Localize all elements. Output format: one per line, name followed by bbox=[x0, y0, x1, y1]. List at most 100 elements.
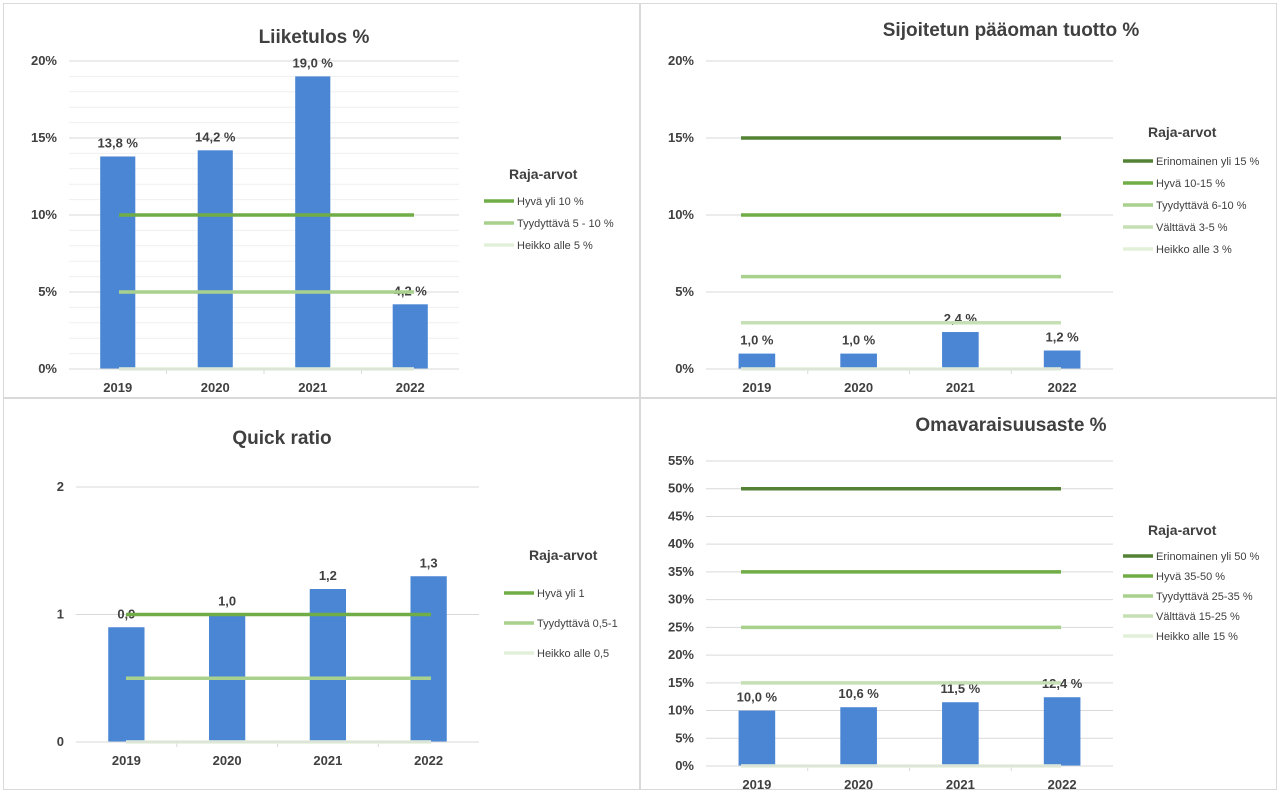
bar bbox=[840, 353, 877, 369]
legend-label: Tyydyttävä 6-10 % bbox=[1156, 200, 1247, 212]
y-tick-label: 10% bbox=[668, 207, 694, 222]
x-tick-label: 2022 bbox=[1048, 380, 1077, 395]
y-tick-label: 40% bbox=[668, 536, 694, 551]
legend-label: Hyvä 10-15 % bbox=[1156, 178, 1225, 190]
chart-title: Liiketulos % bbox=[259, 27, 370, 48]
chart-svg: Omavaraisuusaste % 0% 5% 10% 15% 20% 25% 30% 35%… bbox=[668, 415, 1260, 792]
legend-label: Välttävä 15-25 % bbox=[1156, 611, 1240, 623]
x-tick-label: 2019 bbox=[103, 380, 132, 395]
chart-svg: Quick ratio0120,920191,020201,220211,320… bbox=[57, 428, 618, 768]
y-tick-label: 1 bbox=[57, 607, 64, 622]
x-tick-label: 2022 bbox=[1048, 777, 1077, 792]
legend-label: Heikko alle 3 % bbox=[1156, 244, 1232, 256]
bar bbox=[197, 150, 233, 369]
data-label: 1,0 bbox=[218, 594, 236, 609]
x-tick-label: 2020 bbox=[201, 380, 230, 395]
x-tick-label: 2020 bbox=[213, 753, 242, 768]
y-tick-label: 0% bbox=[38, 361, 57, 376]
data-label: 14,2 % bbox=[195, 129, 236, 144]
legend-label: Erinomainen yli 50 % bbox=[1156, 551, 1260, 563]
y-tick-label: 5% bbox=[675, 730, 694, 745]
legend-label: Tyydyttävä 5 - 10 % bbox=[517, 218, 614, 230]
x-tick-label: 2021 bbox=[946, 380, 975, 395]
bar bbox=[840, 707, 877, 766]
y-tick-label: 5% bbox=[38, 284, 57, 299]
bar bbox=[295, 76, 331, 370]
data-label: 1,3 bbox=[420, 555, 438, 570]
y-tick-label: 35% bbox=[668, 564, 694, 579]
x-tick-label: 2021 bbox=[298, 380, 327, 395]
y-tick-label: 20% bbox=[668, 53, 694, 68]
bar bbox=[100, 156, 136, 369]
y-tick-label: 45% bbox=[668, 508, 694, 523]
data-label: 10,6 % bbox=[838, 686, 879, 701]
data-label: 1,0 % bbox=[740, 333, 774, 348]
legend-label: Erinomainen yli 15 % bbox=[1156, 156, 1260, 168]
y-tick-label: 30% bbox=[668, 592, 694, 607]
x-tick-label: 2020 bbox=[844, 777, 873, 792]
bar bbox=[942, 332, 979, 369]
legend-title: Raja-arvot bbox=[529, 547, 598, 563]
y-tick-label: 0 bbox=[57, 734, 64, 749]
legend-label: Heikko alle 0,5 bbox=[537, 648, 609, 660]
bar bbox=[410, 576, 447, 742]
y-tick-label: 0% bbox=[675, 361, 694, 376]
bar bbox=[738, 710, 776, 766]
chart-panel-quick-ratio: Quick ratio0120,920191,020201,220211,320… bbox=[3, 398, 640, 790]
chart-svg: Sijoitetun pääoman tuotto % 0% 5% 10% 15% 20%… bbox=[668, 20, 1260, 395]
legend-title: Raja-arvot bbox=[1148, 124, 1217, 140]
data-label: 11,5 % bbox=[940, 681, 980, 696]
y-tick-label: 2 bbox=[57, 479, 64, 494]
legend-title: Raja-arvot bbox=[509, 166, 578, 182]
x-tick-label: 2019 bbox=[742, 380, 771, 395]
y-tick-label: 10% bbox=[668, 703, 694, 718]
bar bbox=[738, 353, 776, 369]
x-tick-label: 2022 bbox=[396, 380, 425, 395]
y-tick-label: 5% bbox=[675, 284, 694, 299]
y-tick-label: 15% bbox=[668, 130, 694, 145]
legend-label: Hyvä yli 1 bbox=[537, 588, 585, 600]
data-label: 13,8 % bbox=[98, 135, 139, 150]
x-tick-label: 2021 bbox=[946, 777, 975, 792]
bar bbox=[392, 304, 428, 369]
bar bbox=[309, 589, 347, 742]
legend-title: Raja-arvot bbox=[1148, 522, 1217, 538]
y-tick-label: 0% bbox=[675, 758, 694, 773]
chart-title: Sijoitetun pääoman tuotto % bbox=[883, 20, 1140, 41]
y-tick-label: 15% bbox=[31, 130, 57, 145]
data-label: 10,0 % bbox=[737, 690, 778, 705]
legend-label: Tyydyttävä 25-35 % bbox=[1156, 591, 1253, 603]
legend-label: Hyvä yli 10 % bbox=[517, 196, 584, 208]
legend-label: Heikko alle 15 % bbox=[1156, 631, 1238, 643]
y-tick-label: 55% bbox=[668, 453, 694, 468]
data-label: 19,0 % bbox=[293, 55, 334, 70]
y-tick-label: 20% bbox=[31, 53, 57, 68]
x-tick-label: 2021 bbox=[313, 753, 342, 768]
y-tick-label: 10% bbox=[31, 207, 57, 222]
y-tick-label: 15% bbox=[668, 675, 694, 690]
data-label: 1,0 % bbox=[842, 333, 876, 348]
chart-panel-liiketulos: Liiketulos % 0% 5% 10% 15% 20% 13,8 % 2019 14,2 … bbox=[3, 3, 640, 398]
chart-panel-omavaraisuusaste: Omavaraisuusaste % 0% 5% 10% 15% 20% 25% 30% 35%… bbox=[640, 398, 1277, 792]
chart-title: Omavaraisuusaste % bbox=[915, 415, 1106, 436]
legend-label: Hyvä 35-50 % bbox=[1156, 571, 1225, 583]
x-tick-label: 2019 bbox=[112, 753, 141, 768]
legend-label: Heikko alle 5 % bbox=[517, 240, 593, 252]
y-tick-label: 20% bbox=[668, 647, 694, 662]
y-tick-label: 50% bbox=[668, 481, 694, 496]
chart-svg: Liiketulos % 0% 5% 10% 15% 20% 13,8 % 2019 14,2 … bbox=[31, 27, 614, 395]
bar bbox=[1043, 697, 1081, 766]
legend-label: Välttävä 3-5 % bbox=[1156, 222, 1228, 234]
y-tick-label: 25% bbox=[668, 619, 694, 634]
x-tick-label: 2019 bbox=[742, 777, 771, 792]
chart-title: Quick ratio bbox=[232, 428, 331, 449]
x-tick-label: 2020 bbox=[844, 380, 873, 395]
legend-label: Tyydyttävä 0,5-1 bbox=[537, 618, 618, 630]
data-label: 12,4 % bbox=[1042, 676, 1083, 691]
data-label: 1,2 % bbox=[1046, 330, 1080, 345]
data-label: 1,2 bbox=[319, 568, 337, 583]
bar bbox=[1043, 350, 1081, 369]
chart-panel-sijoitetun-paaoman-tuotto: Sijoitetun pääoman tuotto % 0% 5% 10% 15% 20%… bbox=[640, 3, 1277, 398]
bar bbox=[942, 702, 979, 766]
x-tick-label: 2022 bbox=[414, 753, 443, 768]
